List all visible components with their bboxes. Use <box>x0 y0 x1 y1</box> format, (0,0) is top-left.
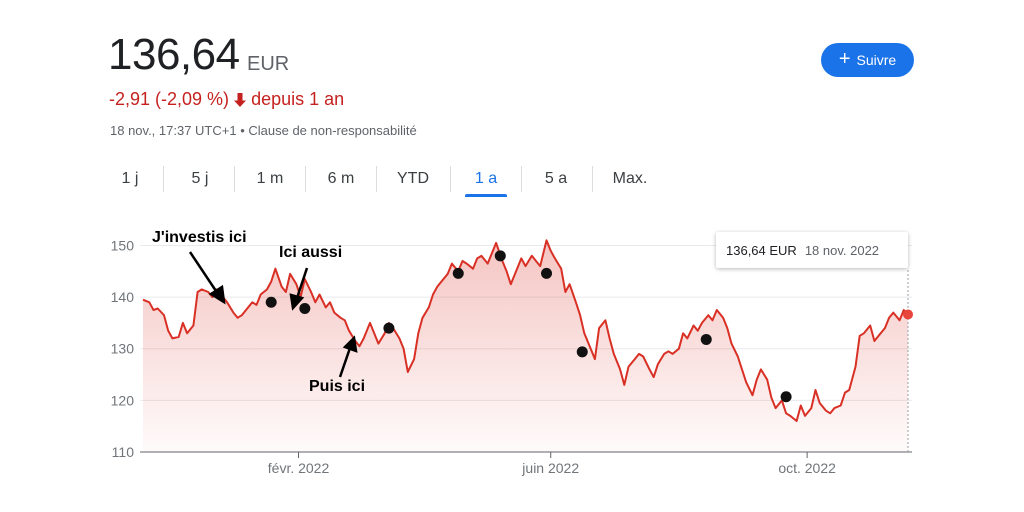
investment-marker <box>299 302 311 314</box>
tab-1-year[interactable]: 1 a <box>474 170 498 187</box>
tooltip-date: 18 nov. 2022 <box>804 242 880 258</box>
tab-1-month[interactable]: 1 m <box>256 170 284 187</box>
arrow-first <box>188 251 220 295</box>
y-tick-label: 150 <box>111 237 135 253</box>
y-tick-label: 130 <box>111 341 135 357</box>
tab-6-months[interactable]: 6 m <box>327 170 355 187</box>
plus-icon: + <box>838 48 851 70</box>
x-axis: févr. 2022 juin 2022 oct. 2022 <box>268 452 836 476</box>
tab-5-years[interactable]: 5 a <box>544 170 568 187</box>
annotation-third: Puis ici <box>309 378 366 395</box>
currency-label: EUR <box>247 53 290 75</box>
current-price-dot <box>903 309 913 320</box>
investment-marker <box>541 267 553 279</box>
tab-divider <box>305 166 306 192</box>
tab-max[interactable]: Max. <box>612 170 648 187</box>
arrowhead-first <box>208 284 226 305</box>
change-period: depuis 1 an <box>251 89 345 109</box>
y-axis: 110 120 130 140 150 <box>111 237 135 460</box>
investment-marker <box>265 296 277 308</box>
investment-marker <box>780 391 792 403</box>
tab-divider <box>521 166 522 192</box>
tab-divider <box>450 166 451 192</box>
investment-marker <box>383 322 395 334</box>
investment-marker <box>494 250 506 262</box>
tab-divider <box>592 166 593 192</box>
tab-divider <box>163 166 164 192</box>
arrow-down-icon <box>234 92 247 107</box>
y-tick-label: 140 <box>111 289 135 305</box>
arrowhead-second <box>289 293 305 311</box>
follow-button-label: Suivre <box>856 52 897 68</box>
y-tick-label: 110 <box>112 444 135 460</box>
annotation-first: J'investis ici <box>152 229 247 246</box>
tooltip-value: 136,64 EUR <box>726 242 797 258</box>
investment-marker <box>576 346 588 358</box>
x-tick-label: févr. 2022 <box>268 460 330 476</box>
arrow-third <box>338 347 352 378</box>
x-tick-label: oct. 2022 <box>778 460 836 476</box>
change-value: -2,91 (-2,09 %) <box>109 89 230 109</box>
investment-marker <box>452 267 464 279</box>
price-area-fill <box>143 240 908 452</box>
quote-timestamp: 18 nov., 17:37 UTC+1 • Clause de non-res… <box>110 123 417 138</box>
stock-price: 136,64 <box>108 30 240 79</box>
x-tick-label: juin 2022 <box>521 460 579 476</box>
y-tick-label: 120 <box>111 392 135 408</box>
investment-marker <box>700 333 712 345</box>
annotation-second: Ici aussi <box>279 244 343 261</box>
tab-5-days[interactable]: 5 j <box>191 170 209 187</box>
price-change: -2,91 (-2,09 %) depuis 1 an <box>109 89 344 110</box>
tab-1-day[interactable]: 1 j <box>121 170 139 187</box>
arrow-second <box>295 267 309 299</box>
tab-divider <box>376 166 377 192</box>
investment-markers <box>265 250 792 403</box>
tab-ytd[interactable]: YTD <box>397 170 429 187</box>
tab-divider <box>234 166 235 192</box>
price-line <box>142 239 909 422</box>
follow-button[interactable]: + Suivre <box>821 43 914 77</box>
tab-active-indicator <box>465 194 507 197</box>
range-tabs: 1 j 5 j 1 m 6 m YTD 1 a 5 a Max. <box>0 158 1024 198</box>
annotation-arrows <box>188 251 358 378</box>
arrowhead-third <box>342 335 358 353</box>
price-tooltip: 136,64 EUR 18 nov. 2022 <box>716 232 908 268</box>
